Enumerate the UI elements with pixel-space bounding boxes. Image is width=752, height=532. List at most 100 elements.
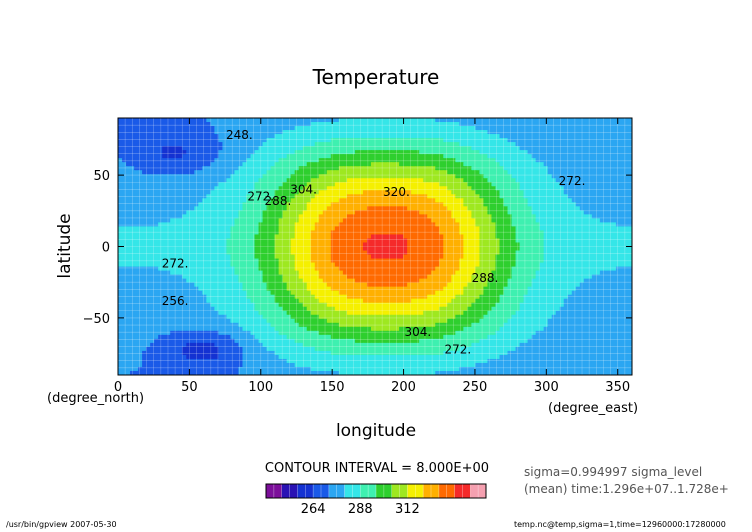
field-cell bbox=[190, 122, 195, 127]
field-cell bbox=[334, 134, 340, 139]
field-cell bbox=[362, 178, 368, 183]
field-cell bbox=[379, 222, 384, 228]
field-cell bbox=[270, 190, 276, 195]
field-cell bbox=[419, 222, 424, 228]
field-cell bbox=[587, 190, 593, 195]
field-cell bbox=[258, 146, 264, 151]
field-cell bbox=[146, 178, 151, 183]
field-cell bbox=[555, 166, 561, 171]
field-cell bbox=[210, 170, 215, 175]
field-cell bbox=[170, 202, 175, 207]
field-cell bbox=[571, 230, 577, 236]
field-cell bbox=[443, 166, 448, 171]
field-cell bbox=[535, 198, 541, 203]
field-cell bbox=[286, 138, 292, 143]
field-cell bbox=[527, 118, 533, 123]
field-cell bbox=[383, 146, 388, 151]
field-cell bbox=[298, 126, 304, 131]
field-cell bbox=[170, 242, 175, 248]
field-cell bbox=[142, 150, 147, 155]
field-cell bbox=[218, 118, 224, 123]
field-cell bbox=[455, 170, 460, 175]
field-cell bbox=[122, 170, 127, 175]
field-cell bbox=[290, 178, 296, 183]
field-cell bbox=[362, 254, 368, 260]
field-cell bbox=[431, 234, 436, 240]
field-cell bbox=[459, 178, 464, 183]
field-cell bbox=[154, 138, 159, 143]
field-cell bbox=[431, 134, 436, 139]
field-cell bbox=[627, 218, 632, 224]
field-cell bbox=[338, 150, 344, 155]
field-cell bbox=[611, 242, 617, 248]
field-cell bbox=[174, 246, 179, 252]
field-cell bbox=[334, 222, 340, 228]
field-cell bbox=[226, 246, 232, 252]
field-cell bbox=[511, 242, 517, 248]
field-cell bbox=[298, 210, 304, 215]
field-cell bbox=[146, 194, 151, 199]
field-cell bbox=[623, 246, 629, 252]
field-cell bbox=[142, 230, 147, 236]
field-cell bbox=[138, 138, 143, 143]
field-cell bbox=[427, 154, 432, 159]
field-cell bbox=[194, 230, 199, 236]
field-cell bbox=[302, 194, 308, 199]
field-cell bbox=[619, 254, 625, 260]
field-cell bbox=[563, 194, 569, 199]
field-cell bbox=[551, 154, 557, 159]
field-cell bbox=[214, 126, 219, 131]
field-cell bbox=[242, 170, 248, 175]
field-cell bbox=[487, 186, 493, 191]
field-cell bbox=[563, 126, 569, 131]
field-cell bbox=[298, 182, 304, 187]
field-cell bbox=[539, 250, 545, 256]
field-cell bbox=[439, 210, 444, 215]
field-cell bbox=[230, 126, 236, 131]
field-cell bbox=[531, 222, 537, 228]
field-cell bbox=[218, 150, 224, 155]
field-cell bbox=[366, 238, 372, 244]
field-cell bbox=[326, 142, 332, 147]
field-cell bbox=[487, 146, 493, 151]
field-cell bbox=[234, 238, 240, 244]
field-cell bbox=[210, 178, 215, 183]
field-cell bbox=[463, 258, 468, 264]
field-cell bbox=[322, 182, 328, 187]
field-cell bbox=[202, 262, 207, 268]
field-cell bbox=[535, 178, 541, 183]
field-cell bbox=[186, 230, 191, 236]
field-cell bbox=[491, 198, 497, 203]
field-cell bbox=[294, 258, 300, 264]
field-cell bbox=[535, 170, 541, 175]
field-cell bbox=[507, 222, 513, 228]
field-cell bbox=[531, 234, 537, 240]
field-cell bbox=[210, 190, 215, 195]
field-cell bbox=[150, 254, 155, 260]
field-cell bbox=[174, 118, 179, 123]
field-cell bbox=[298, 158, 304, 163]
field-cell bbox=[391, 270, 396, 276]
field-cell bbox=[483, 166, 489, 171]
field-cell bbox=[403, 138, 408, 143]
field-cell bbox=[563, 262, 569, 268]
field-cell bbox=[463, 238, 468, 244]
field-cell bbox=[391, 202, 396, 207]
field-cell bbox=[290, 162, 296, 167]
field-cell bbox=[415, 246, 420, 252]
field-cell bbox=[487, 178, 493, 183]
field-cell bbox=[150, 218, 155, 224]
field-cell bbox=[555, 178, 561, 183]
field-cell bbox=[278, 130, 284, 135]
field-cell bbox=[278, 266, 284, 272]
field-cell bbox=[439, 130, 444, 135]
field-cell bbox=[499, 270, 505, 276]
field-cell bbox=[607, 122, 613, 127]
field-cell bbox=[559, 118, 565, 123]
field-cell bbox=[511, 162, 517, 167]
field-cell bbox=[499, 226, 505, 232]
field-cell bbox=[475, 134, 481, 139]
field-cell bbox=[146, 266, 151, 272]
field-cell bbox=[591, 122, 597, 127]
field-cell bbox=[166, 202, 171, 207]
